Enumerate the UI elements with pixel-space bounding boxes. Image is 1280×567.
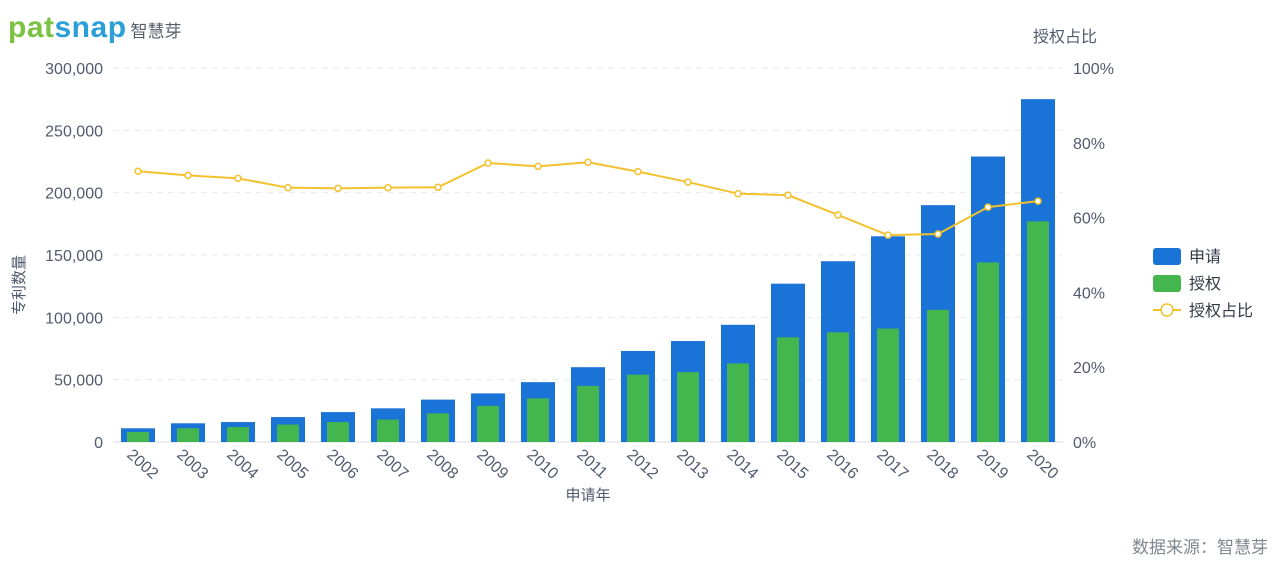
bar-grant [377, 419, 399, 442]
bar-grant [477, 405, 499, 442]
bar-grant [877, 328, 899, 442]
y2-tick-label: 20% [1073, 360, 1105, 377]
y-tick-label: 100,000 [45, 310, 103, 327]
ratio-point [384, 183, 392, 192]
ratio-point [484, 159, 492, 167]
ratio-point [134, 167, 142, 175]
x-tick-label: 2010 [523, 446, 561, 483]
bar-grant [527, 398, 549, 442]
x-tick-label: 2004 [223, 446, 261, 483]
y-tick-label: 0 [94, 435, 103, 452]
x-tick-label: 2008 [423, 446, 461, 483]
ratio-line [137, 161, 1039, 237]
bar-grant [327, 422, 349, 442]
bar-grant [727, 363, 749, 442]
ratio-point [284, 183, 292, 192]
legend-label[interactable]: 授权 [1189, 274, 1221, 293]
y-axis-left-ticks: 0 50,000 100,000 150,000 200,000 250,000 300,0… [45, 61, 103, 452]
x-tick-label: 2002 [123, 446, 161, 483]
x-axis-ticks: 2002 2003 2004 2005 2006 2007 2008 2009 2010 2011… [123, 446, 1061, 483]
ratio-point [984, 203, 992, 211]
bar-grant [777, 337, 799, 442]
legend-swatch-ratio[interactable] [1153, 303, 1181, 317]
logo-wordmark: patsnap [8, 11, 127, 44]
bar-grant [1027, 221, 1049, 442]
bar-grant [227, 427, 249, 442]
legend-swatch-application[interactable] [1153, 248, 1181, 265]
y-tick-label: 250,000 [45, 123, 103, 140]
bar-grant [977, 262, 999, 442]
x-tick-label: 2011 [573, 446, 610, 482]
y-tick-label: 50,000 [54, 373, 103, 390]
bar-grant [927, 309, 949, 442]
x-tick-label: 2012 [623, 446, 661, 483]
bar-grant [627, 374, 649, 442]
bar-grant [427, 413, 449, 442]
x-tick-label: 2014 [723, 446, 761, 483]
bar-grant [577, 385, 599, 442]
ratio-point [434, 183, 442, 192]
bar-grant [677, 372, 699, 442]
legend-label[interactable]: 申请 [1189, 247, 1221, 266]
bar-grant [277, 424, 299, 442]
y-axis-right-ticks: 0% 20% 40% 60% 80% 100% [1073, 61, 1114, 452]
ratio-point [884, 231, 892, 239]
x-tick-label: 2003 [173, 446, 211, 483]
y2-tick-label: 100% [1073, 61, 1114, 78]
y2-tick-label: 80% [1073, 136, 1105, 153]
x-tick-label: 2007 [373, 446, 411, 483]
y2-tick-label: 0% [1073, 435, 1096, 452]
ratio-point [934, 230, 942, 238]
ratio-point [334, 184, 342, 193]
ratio-point [634, 167, 642, 176]
patsnap-logo: patsnap 智慧芽 [8, 8, 182, 48]
ratio-point [534, 162, 542, 171]
x-tick-label: 2016 [823, 446, 861, 483]
x-tick-label: 2006 [323, 446, 361, 483]
bar-grant [177, 428, 199, 442]
ratio-point [734, 189, 742, 198]
legend-label[interactable]: 授权占比 [1189, 301, 1253, 320]
y-axis-title: 专利数量 [10, 255, 28, 315]
ratio-point [784, 191, 792, 199]
x-tick-label: 2018 [923, 446, 961, 483]
logo-chinese-name: 智慧芽 [130, 22, 182, 42]
y-tick-label: 150,000 [45, 248, 103, 265]
x-tick-label: 2013 [673, 446, 711, 483]
y-tick-label: 300,000 [45, 61, 103, 78]
y2-axis-title: 授权占比 [1033, 27, 1097, 46]
x-tick-label: 2017 [873, 446, 911, 483]
ratio-point [684, 178, 692, 186]
x-tick-label: 2020 [1023, 446, 1061, 483]
ratio-line-layer [134, 158, 1042, 239]
ratio-point [234, 174, 242, 183]
x-tick-label: 2019 [973, 446, 1011, 483]
bars [121, 99, 1055, 443]
y2-tick-label: 40% [1073, 285, 1105, 302]
legend-swatch-grant[interactable] [1153, 275, 1181, 292]
ratio-point [1034, 197, 1042, 205]
bar-grant [827, 332, 849, 442]
ratio-point [184, 171, 192, 180]
ratio-point [584, 158, 592, 166]
ratio-point [834, 211, 842, 219]
x-tick-label: 2009 [473, 446, 511, 483]
x-axis-title: 申请年 [565, 486, 610, 504]
bar-grant [127, 432, 149, 442]
y-tick-label: 200,000 [45, 186, 103, 203]
x-tick-label: 2005 [273, 446, 311, 483]
x-tick-label: 2015 [773, 446, 811, 483]
data-source-note: 数据来源：智慧芽 [1132, 538, 1268, 558]
y2-tick-label: 60% [1073, 211, 1105, 228]
